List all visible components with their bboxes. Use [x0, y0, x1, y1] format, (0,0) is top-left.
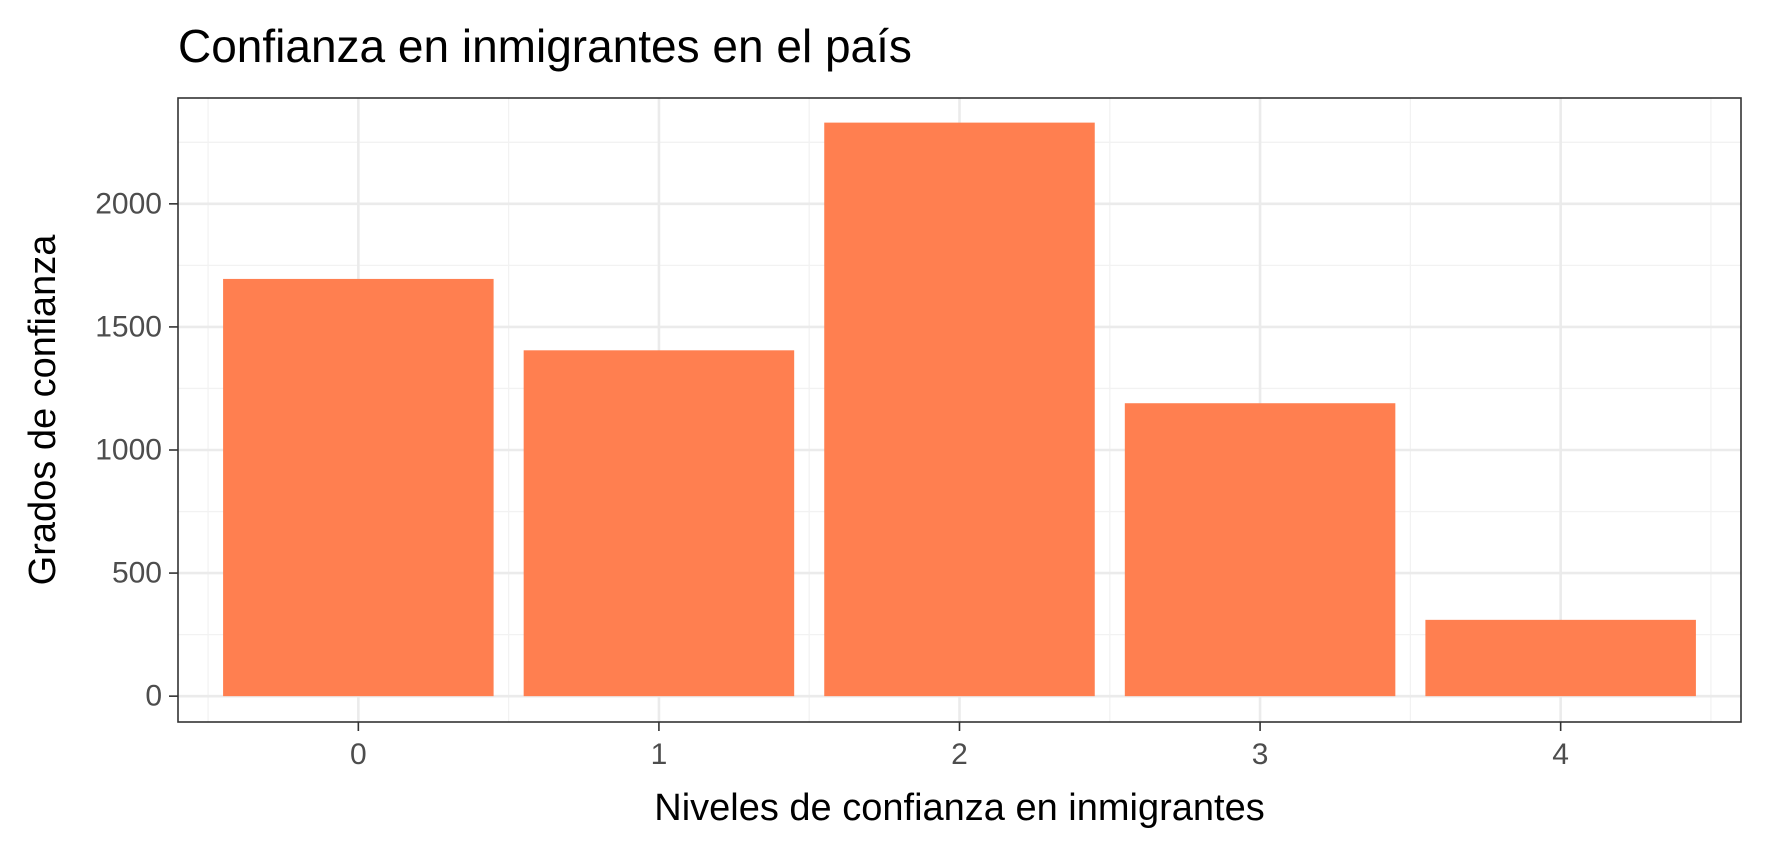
bar-0 — [223, 278, 494, 697]
bar-4 — [1425, 619, 1696, 697]
bar-3 — [1124, 403, 1396, 697]
y-tick-label: 500 — [112, 557, 162, 590]
x-axis: 0 1 2 3 4 — [350, 722, 1569, 771]
x-axis-title: Niveles de confianza en inmigrantes — [654, 787, 1264, 829]
x-tick-label: 0 — [350, 738, 367, 771]
y-tick-label: 1000 — [95, 434, 162, 467]
y-tick-label: 0 — [145, 680, 162, 713]
y-axis-title: Grados de confianza — [22, 234, 64, 586]
chart-title: Confianza en inmigrantes en el país — [178, 20, 912, 72]
x-tick-label: 2 — [951, 738, 968, 771]
y-tick-label: 1500 — [95, 310, 162, 343]
y-axis: 0 500 1000 1500 2000 — [95, 187, 178, 713]
x-tick-label: 1 — [651, 738, 668, 771]
bar-1 — [523, 350, 795, 697]
bar-2 — [824, 122, 1095, 697]
y-tick-label: 2000 — [95, 187, 162, 220]
bars — [223, 122, 1696, 697]
x-tick-label: 3 — [1252, 738, 1269, 771]
x-tick-label: 4 — [1552, 738, 1569, 771]
